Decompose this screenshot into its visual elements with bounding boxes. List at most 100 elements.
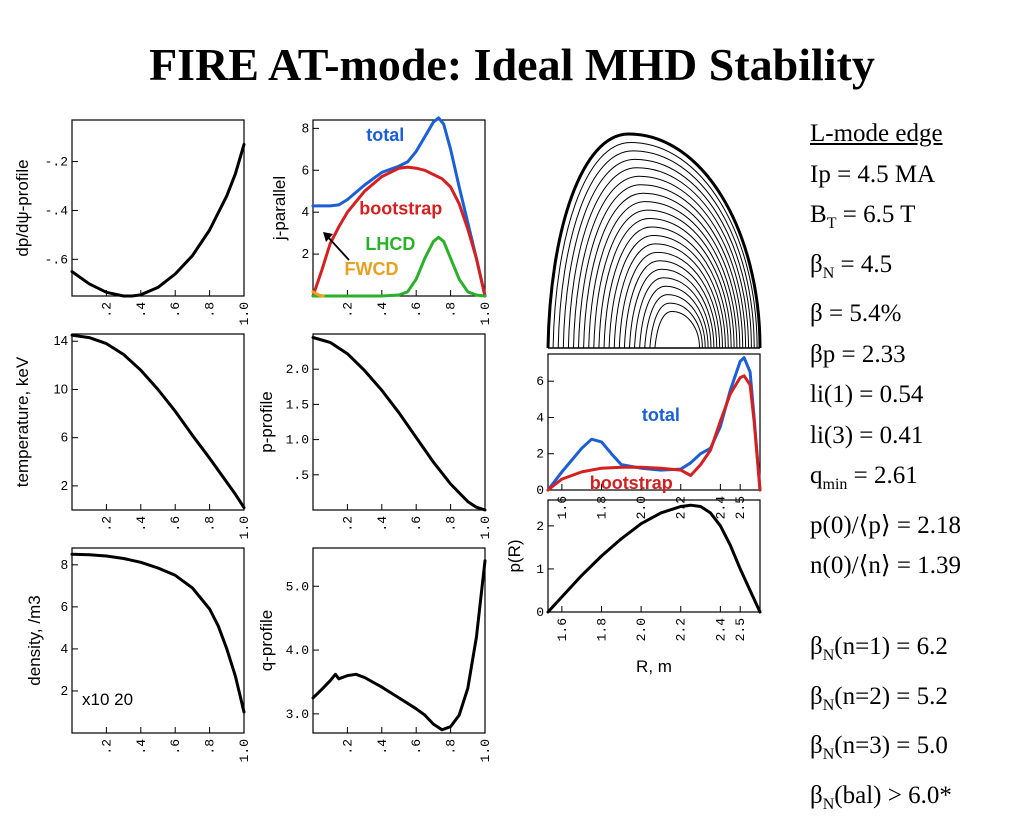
param-line: βN(n=1) = 6.2: [810, 627, 961, 677]
y-axis-label: q-profile: [257, 610, 276, 671]
y-tick-label: 1.5: [286, 397, 309, 412]
y-tick-label: 2.0: [286, 362, 309, 377]
x-tick-label: 2.4: [713, 618, 728, 642]
x-tick-label: .6: [409, 302, 424, 318]
series-annotation: LHCD: [365, 234, 415, 254]
x-tick-label: .4: [375, 302, 390, 318]
y-tick-label: 4.0: [286, 643, 309, 658]
series-line: [548, 505, 760, 612]
y-tick-label: 10: [54, 381, 68, 396]
x-tick-label: .8: [444, 302, 459, 318]
param-line: qmin = 2.61: [810, 456, 961, 506]
param-line: li(1) = 0.54: [810, 375, 961, 416]
series-annotation: total: [642, 405, 680, 425]
y-tick-label: 2: [61, 478, 68, 493]
y-tick-label: 6: [302, 162, 309, 177]
x-tick-label: 1.6: [555, 618, 570, 641]
plot-frame: [313, 548, 485, 733]
flux-contour: [619, 252, 719, 348]
param-header: L-mode edge: [810, 114, 961, 155]
x-tick-label: .4: [134, 516, 149, 532]
x-axis-label: R, m: [636, 657, 672, 676]
x-tick-label: .6: [168, 516, 183, 532]
x-tick-label: 1.8: [594, 618, 609, 641]
param-line: βN(n=3) = 5.0: [810, 726, 961, 776]
param-line: n(0)/⟨n⟩ = 1.39: [810, 546, 961, 587]
param-spacer: [810, 587, 961, 628]
flux-contour: [584, 193, 740, 348]
param-line: li(3) = 0.41: [810, 416, 961, 457]
y-axis-label: p(R): [505, 539, 524, 572]
x-tick-label: 1.0: [237, 302, 252, 325]
series-line: [72, 144, 244, 296]
x-tick-label: .8: [444, 516, 459, 532]
plot-frame: [72, 120, 244, 296]
y-axis-label: p-profile: [257, 391, 276, 452]
y-tick-label: 6: [536, 374, 544, 389]
param-line: β = 5.4%: [810, 294, 961, 335]
y-tick-label: 1: [536, 562, 544, 577]
y-tick-label: 2: [536, 447, 544, 462]
y-tick-label: 2: [302, 246, 309, 261]
flux-contour: [655, 312, 700, 349]
x-tick-label: .8: [203, 302, 218, 318]
x-tick-label: .2: [340, 302, 355, 318]
y-tick-label: -.2: [45, 155, 68, 170]
flux-contour: [553, 143, 757, 349]
x-tick-label: .8: [444, 739, 459, 755]
x-tick-label: 2.4: [713, 496, 728, 520]
x-tick-label: .4: [134, 739, 149, 755]
x-tick-label: 1.0: [478, 739, 493, 762]
x-tick-label: 1.0: [237, 739, 252, 762]
x-tick-label: .4: [375, 516, 390, 532]
flux-surface-plot: [548, 134, 760, 348]
y-axis-label: temperature, keV: [13, 356, 32, 487]
y-tick-label: 5.0: [286, 579, 309, 594]
y-axis-label: j-parallel: [270, 176, 289, 241]
plot-frame: [313, 334, 485, 510]
x-tick-label: 1.0: [478, 516, 493, 539]
y-axis-label: dp/dψ-profile: [13, 159, 32, 256]
x-tick-label: 1.0: [237, 516, 252, 539]
x-tick-label: .2: [340, 516, 355, 532]
y-tick-label: 0: [536, 605, 544, 620]
y-tick-label: .5: [293, 468, 309, 483]
flux-contour: [558, 151, 754, 348]
series-line: [313, 338, 485, 511]
unit-note: x10 20: [82, 690, 133, 709]
x-tick-label: .4: [375, 739, 390, 755]
series-annotation: FWCD: [344, 259, 398, 279]
y-tick-label: -.6: [45, 252, 68, 267]
y-tick-label: 8: [302, 120, 309, 135]
x-tick-label: .8: [203, 516, 218, 532]
y-tick-label: 4: [302, 204, 309, 219]
x-tick-label: .6: [409, 739, 424, 755]
x-tick-label: .2: [340, 739, 355, 755]
series-annotation: bootstrap: [590, 473, 673, 493]
series-annotation: total: [366, 125, 404, 145]
x-tick-label: 2.0: [634, 618, 649, 641]
x-tick-label: .6: [409, 516, 424, 532]
param-line: βN(bal) > 6.0*: [810, 776, 961, 825]
x-tick-label: .4: [134, 302, 149, 318]
x-tick-label: 1.0: [478, 302, 493, 325]
x-tick-label: .6: [168, 739, 183, 755]
y-tick-label: 14: [54, 333, 68, 348]
x-tick-label: 2.2: [674, 618, 689, 641]
param-line: Ip = 4.5 MA: [810, 155, 961, 196]
series-line: [72, 335, 244, 507]
y-tick-label: 2: [61, 683, 68, 698]
y-axis-label: density, /m3: [25, 595, 44, 685]
y-tick-label: 2: [536, 519, 544, 534]
y-tick-label: 8: [61, 557, 68, 572]
x-tick-label: .2: [99, 302, 114, 318]
param-line: βN = 4.5: [810, 245, 961, 295]
